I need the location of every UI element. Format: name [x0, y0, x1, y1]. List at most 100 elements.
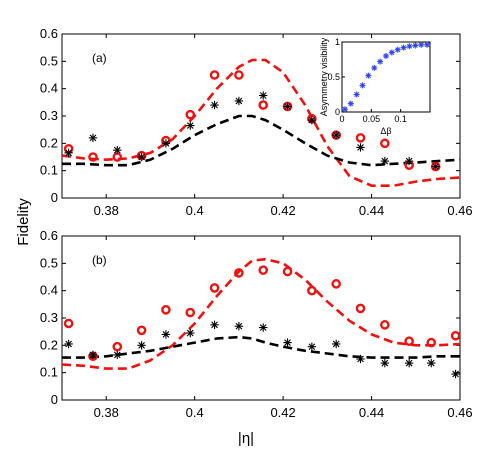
- red-circle-point: [63, 318, 74, 329]
- red-circle-point: [380, 138, 390, 149]
- red-circle-point: [404, 336, 414, 347]
- black-star-point: [186, 328, 195, 338]
- black-star-point: [234, 96, 244, 106]
- y-tick-label: 0.4: [40, 81, 58, 96]
- blue-star-point: [347, 100, 354, 107]
- black-star-point: [161, 139, 171, 148]
- plot-area: [62, 58, 460, 187]
- y-tick-label: 0.6: [40, 26, 58, 41]
- black-star-point: [307, 115, 317, 125]
- blue-star-point: [388, 49, 395, 56]
- panel-label: (a): [92, 51, 107, 65]
- panel-label: (b): [92, 253, 107, 267]
- y-tick-label: 0: [51, 392, 58, 407]
- red-circle-point: [258, 265, 269, 275]
- black-star-point: [404, 358, 414, 368]
- red-circle-point: [209, 283, 220, 293]
- red-circle-point: [282, 266, 293, 277]
- black-star-point: [64, 148, 73, 158]
- blue-star-point: [353, 91, 360, 98]
- red-circle-point: [450, 330, 460, 341]
- red-circle-point: [380, 320, 390, 330]
- x-tick-label: 0.46: [447, 203, 472, 218]
- inset-x-tick-label: 0.05: [363, 114, 381, 124]
- y-tick-label: 0.2: [40, 135, 58, 150]
- y-axis-title: Fidelity: [15, 198, 32, 246]
- black-star-point: [210, 320, 219, 330]
- blue-star-point: [365, 72, 372, 79]
- red-dashed-line: [62, 257, 460, 370]
- x-tick-label: 0.38: [94, 203, 119, 218]
- red-circle-point: [88, 152, 98, 162]
- inset-y-tick-label: 0: [335, 107, 340, 117]
- black-star-point: [186, 121, 195, 130]
- red-circle-point: [185, 109, 196, 120]
- black-star-point: [404, 156, 414, 166]
- x-tick-label: 0.4: [186, 405, 204, 420]
- blue-star-point: [418, 41, 425, 48]
- y-tick-label: 0.3: [40, 310, 58, 325]
- blue-star-point: [394, 46, 401, 53]
- black-star-point: [283, 338, 292, 347]
- x-tick-label: 0.4: [186, 203, 204, 218]
- x-tick-label: 0.42: [270, 405, 295, 420]
- red-circle-point: [136, 325, 147, 336]
- y-tick-label: 0.5: [40, 53, 58, 68]
- red-circle-point: [209, 70, 220, 80]
- inset-x-tick-label: 0: [339, 114, 344, 124]
- blue-star-point: [412, 42, 419, 49]
- red-circle-point: [307, 285, 317, 296]
- black-star-point: [210, 100, 219, 110]
- panel-a: 0 0.1 0.2 0.3 0.4 0.5 0.6 0.38 0.4 0.42 0.44 0.46 (a…: [40, 26, 473, 218]
- y-tick-label: 0.1: [40, 365, 58, 380]
- x-tick-label: 0.44: [359, 203, 384, 218]
- red-circle-point: [185, 307, 196, 318]
- red-circle-point: [355, 303, 366, 314]
- red-circle-point: [355, 133, 366, 143]
- black-star-point: [113, 145, 122, 155]
- inset-y-tick-label: 1: [335, 37, 340, 47]
- y-tick-label: 0.6: [40, 228, 58, 243]
- blue-star-point: [359, 82, 366, 89]
- blue-star-point: [341, 106, 348, 113]
- x-tick-label: 0.38: [94, 405, 119, 420]
- black-star-point: [64, 339, 73, 349]
- inset-x-tick-label: 0.1: [394, 114, 407, 124]
- plot-area: [62, 257, 460, 379]
- black-dashed-line: [62, 114, 460, 167]
- black-star-point: [259, 91, 268, 100]
- red-circle-point: [234, 70, 244, 80]
- blue-star-point: [406, 43, 413, 50]
- red-circle-point: [331, 279, 341, 289]
- y-tick-label: 0: [51, 190, 58, 205]
- black-star-point: [88, 133, 98, 143]
- x-tick-label: 0.42: [270, 203, 295, 218]
- x-axis-title: |η|: [238, 430, 254, 447]
- black-star-point: [331, 339, 341, 349]
- blue-star-point: [383, 53, 389, 59]
- red-dashed-line: [62, 58, 460, 187]
- y-tick-label: 0.2: [40, 337, 58, 352]
- red-circle-point: [258, 100, 269, 110]
- black-star-point: [451, 369, 460, 379]
- black-star-point: [356, 354, 365, 364]
- blue-star-point: [371, 64, 378, 71]
- inset-y-axis-title: Asymmetry visibility: [319, 37, 329, 116]
- black-star-point: [431, 162, 440, 171]
- black-star-point: [380, 358, 390, 368]
- red-circle-point: [234, 268, 244, 278]
- black-star-point: [356, 143, 365, 152]
- black-star-point: [137, 152, 146, 162]
- y-tick-label: 0.3: [40, 108, 58, 123]
- black-star-point: [427, 358, 436, 368]
- red-circle-point: [426, 337, 437, 348]
- black-star-point: [259, 323, 268, 332]
- y-tick-label: 0.1: [40, 163, 58, 178]
- black-dashed-line: [62, 335, 460, 359]
- y-tick-label: 0.5: [40, 255, 58, 270]
- y-tick-label: 0.4: [40, 283, 58, 298]
- x-tick-label: 0.46: [447, 405, 472, 420]
- black-star-point: [113, 350, 122, 360]
- blue-star-point: [400, 44, 407, 51]
- black-star-point: [234, 322, 244, 331]
